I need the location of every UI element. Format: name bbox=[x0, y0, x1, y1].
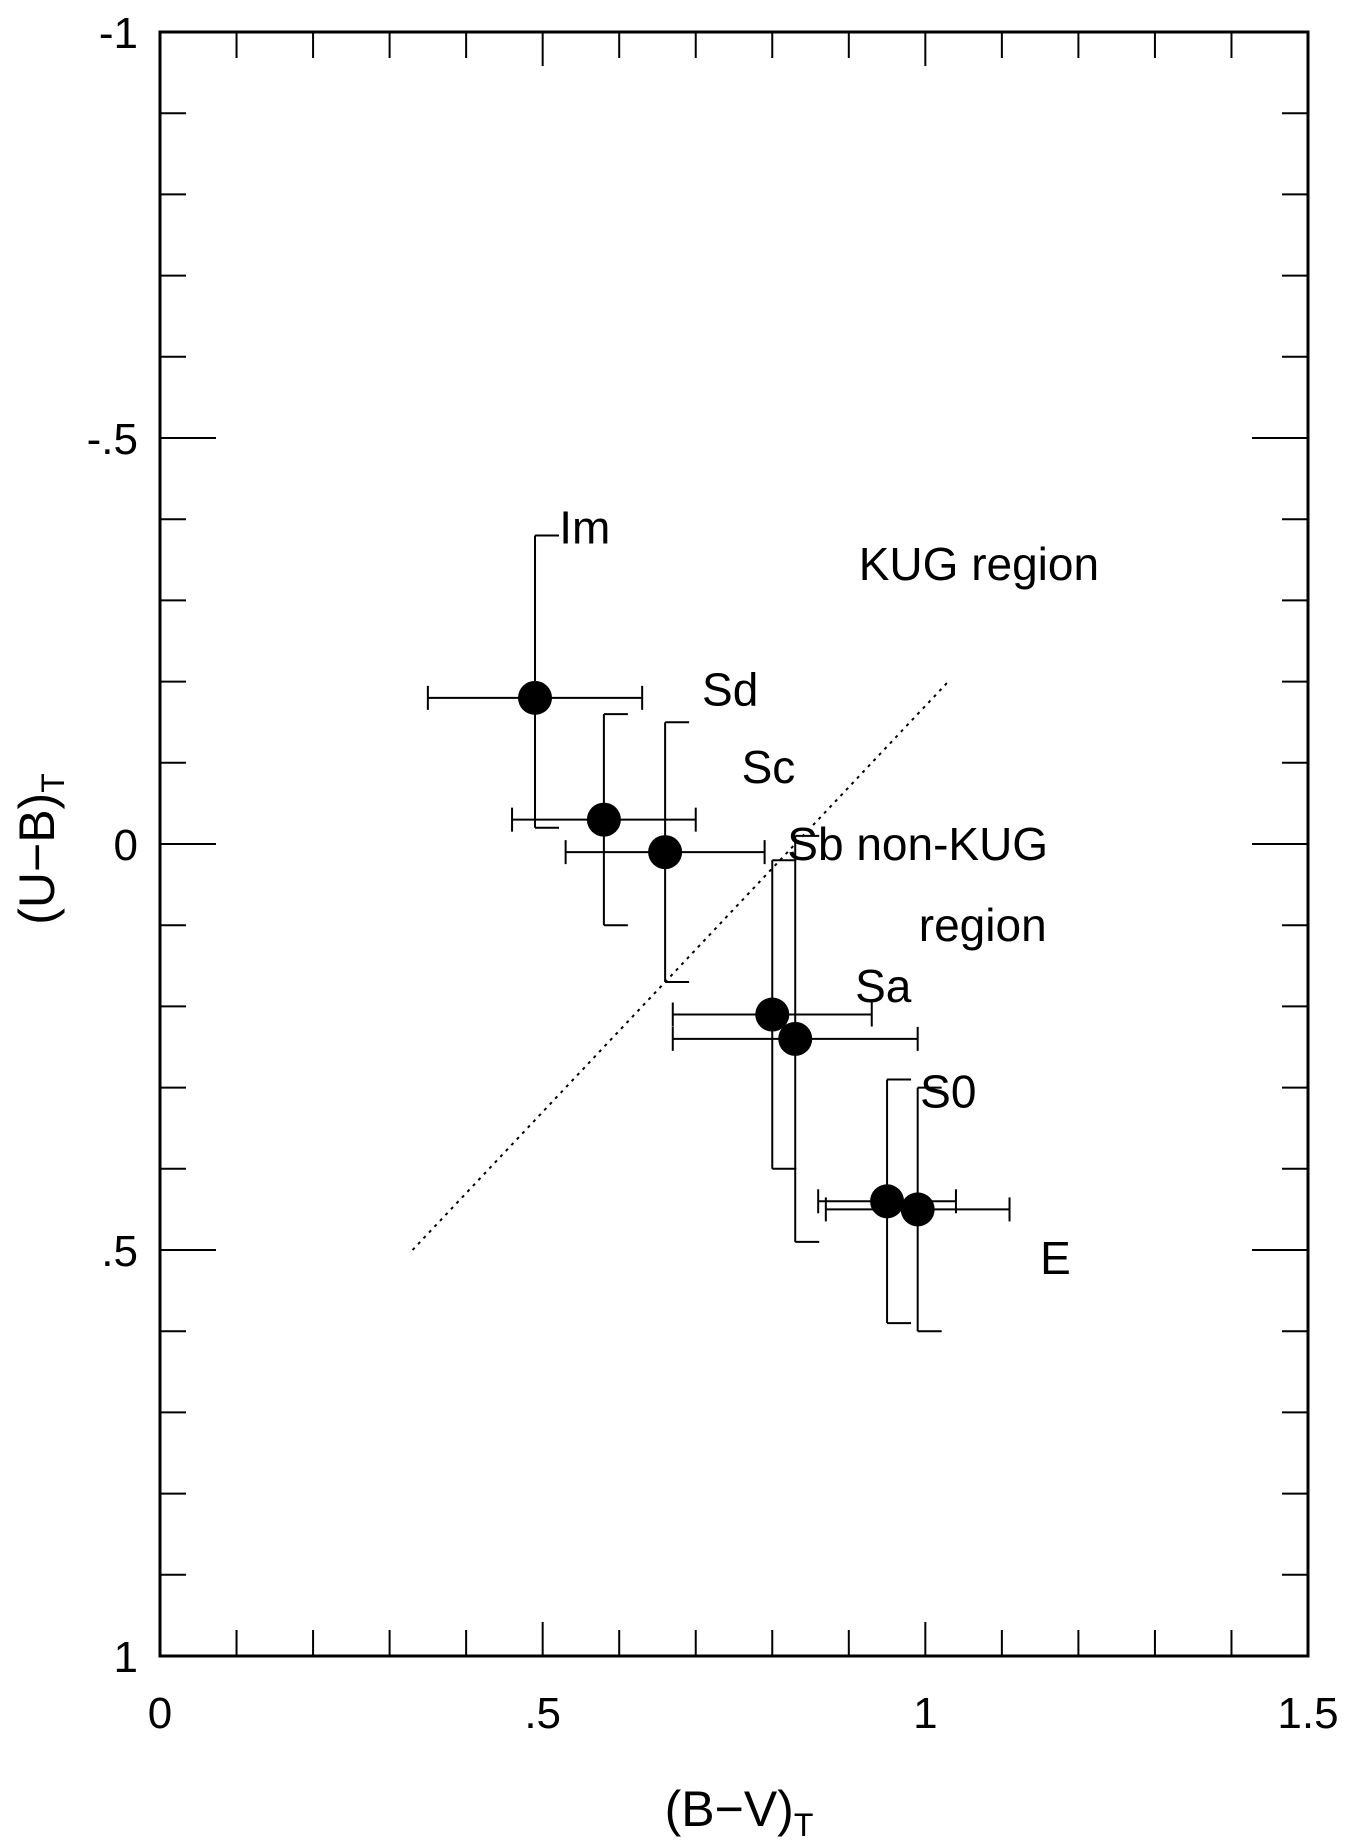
x-tick-label: 1 bbox=[913, 1689, 937, 1738]
y-tick-label: 0 bbox=[114, 821, 138, 870]
annotation-label: Sa bbox=[855, 960, 912, 1012]
tick-layer bbox=[159, 31, 1309, 1657]
data-point-sd bbox=[586, 802, 621, 837]
dividing-line-layer bbox=[411, 680, 950, 1251]
plot-frame bbox=[158, 30, 1310, 1658]
data-point-sa bbox=[778, 1021, 813, 1056]
annotation-label: Sb non-KUG bbox=[787, 818, 1048, 870]
x-tick-label: 0 bbox=[148, 1689, 172, 1738]
x-axis-label-subscript: T bbox=[794, 1807, 814, 1843]
annotation-label: Im bbox=[559, 501, 610, 553]
x-tick-label: .5 bbox=[524, 1689, 561, 1738]
data-point-im bbox=[518, 680, 553, 715]
data-point-sc bbox=[648, 835, 683, 870]
y-axis-label-main: (U−B) bbox=[9, 793, 65, 925]
annotation-label: region bbox=[919, 899, 1047, 951]
x-axis-label: (B−V)T bbox=[665, 1781, 814, 1843]
annotation-label: Sc bbox=[742, 741, 796, 793]
error-bars-sb bbox=[671, 859, 873, 1170]
data-point-s0 bbox=[870, 1184, 905, 1219]
annotation-label: KUG region bbox=[859, 538, 1099, 590]
y-tick-label: 1 bbox=[114, 1633, 138, 1682]
point-layer bbox=[518, 680, 935, 1227]
data-point-e bbox=[900, 1192, 935, 1227]
tick-label-layer: 0 .5 1 1.5 -1 -.5 0 .5 1 bbox=[87, 9, 1339, 1738]
x-axis-label-main: (B−V) bbox=[665, 1781, 794, 1837]
kug-dividing-line bbox=[411, 680, 950, 1251]
y-tick-label: -.5 bbox=[87, 415, 138, 464]
annotation-label: Sd bbox=[702, 664, 758, 716]
annotation-label: E bbox=[1040, 1232, 1071, 1284]
x-tick-label: 1.5 bbox=[1277, 1689, 1338, 1738]
annotation-label: S0 bbox=[920, 1066, 976, 1118]
data-point-sb bbox=[755, 997, 790, 1032]
y-tick-label: -1 bbox=[99, 9, 138, 58]
y-tick-label: .5 bbox=[101, 1227, 138, 1276]
y-axis-label: (U−B)T bbox=[9, 773, 71, 925]
y-axis-label-subscript: T bbox=[35, 773, 71, 793]
